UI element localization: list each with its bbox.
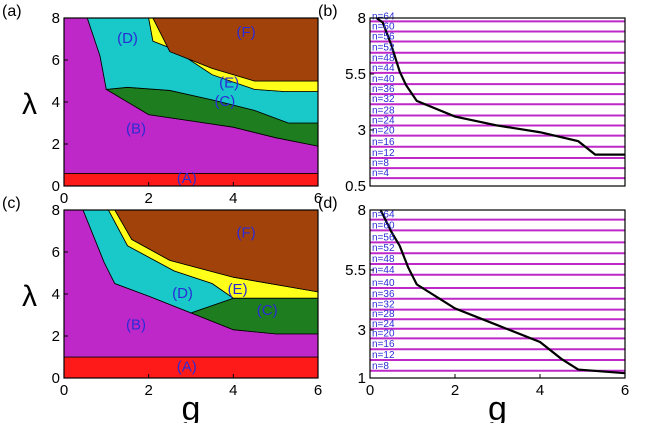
series-label: n=12	[372, 148, 395, 159]
series-label: n=52	[372, 43, 395, 54]
series-label: n=44	[372, 265, 395, 276]
series-label: n=4	[372, 168, 389, 179]
series-label: n=12	[372, 350, 395, 361]
series-label: n=20	[372, 126, 395, 137]
y-tick-label: 8	[358, 202, 366, 219]
y-tick-label: 8	[52, 202, 60, 219]
region-label: (C)	[257, 302, 278, 319]
region-label: (A)	[177, 170, 197, 187]
region-f	[114, 210, 318, 293]
series-label: n=36	[372, 289, 395, 300]
y-tick-label: 2	[52, 328, 60, 345]
panel-label: (a)	[2, 3, 22, 20]
series-label: n=40	[372, 278, 395, 289]
series-label: n=16	[372, 339, 395, 350]
x-tick-label: 0	[60, 190, 68, 207]
region-label: (B)	[126, 121, 146, 138]
x-tick-label: 4	[229, 382, 237, 399]
series-label: n=60	[372, 21, 395, 32]
panel-label: (c)	[2, 195, 21, 212]
y-tick-label: 8	[358, 10, 366, 27]
series-label: n=40	[372, 74, 395, 85]
x-tick-label: 2	[144, 382, 152, 399]
region-label: (E)	[219, 74, 239, 91]
y-axis-label: λ	[22, 88, 37, 121]
y-tick-label: 4	[52, 94, 60, 111]
x-tick-label: 0	[366, 382, 374, 399]
series-label: n=48	[372, 254, 395, 265]
x-axis-label: g	[182, 390, 201, 423]
panel-a: (A) (B) (C) (D) (E) (F) 0 2 4 6 0 2 4 6 8 (a) λ	[2, 3, 322, 207]
series-label: n=52	[372, 243, 395, 254]
region-label: (F)	[236, 224, 255, 241]
panel-c: (A) (B) (C) (D) (E) (F) 0 2 4 6 0 2 4 6 8 (c) λ g	[2, 195, 322, 423]
series-label: n=60	[372, 220, 395, 231]
y-tick-label: 6	[52, 52, 60, 69]
region-label: (B)	[126, 317, 146, 334]
x-tick-label: 6	[621, 382, 629, 399]
series-label: n=28	[372, 105, 395, 116]
x-axis-label: g	[488, 390, 507, 423]
y-tick-label: 8	[52, 10, 60, 27]
x-tick-label: 6	[314, 382, 322, 399]
y-tick-label: 3	[358, 122, 366, 139]
y-tick-label: 5.5	[345, 262, 366, 279]
region-label: (A)	[177, 359, 197, 376]
region-label: (D)	[117, 30, 138, 47]
plot-area	[64, 18, 318, 186]
y-tick-label: 2	[52, 136, 60, 153]
y-tick-label: 6	[52, 244, 60, 261]
x-tick-label: 0	[60, 382, 68, 399]
series-label: n=56	[372, 32, 395, 43]
series-label: n=32	[372, 94, 395, 105]
phase-boundary-line	[379, 210, 625, 375]
plot-area	[370, 18, 625, 180]
region-label: (C)	[214, 93, 235, 110]
x-tick-label: 2	[144, 190, 152, 207]
panel-d: n=8n=12n=16n=20n=24n=28n=32n=36n=40n=44n…	[318, 195, 629, 423]
series-label: n=64	[372, 11, 395, 22]
y-tick-label: 3	[358, 322, 366, 339]
series-label: n=8	[372, 361, 389, 372]
plot-frame	[369, 209, 626, 379]
series-label: n=44	[372, 63, 395, 74]
series-label: n=16	[372, 137, 395, 148]
series-label: n=24	[372, 116, 395, 127]
y-tick-label: 0.5	[345, 178, 366, 195]
x-tick-label: 4	[229, 190, 237, 207]
panel-label: (b)	[318, 3, 338, 20]
series-label: n=56	[372, 232, 395, 243]
series-label: n=64	[372, 210, 395, 221]
series-label: n=48	[372, 53, 395, 64]
x-tick-label: 4	[536, 382, 544, 399]
y-tick-label: 0	[52, 178, 60, 195]
x-tick-label: 6	[314, 190, 322, 207]
y-tick-label: 4	[52, 286, 60, 303]
plot-area	[370, 210, 625, 375]
y-axis-label: λ	[22, 280, 37, 313]
panel-b: n=4n=8n=12n=16n=20n=24n=28n=32n=36n=40n=…	[318, 3, 626, 195]
plot-area	[64, 210, 318, 378]
region-label: (F)	[236, 24, 255, 41]
panel-label: (d)	[318, 195, 338, 212]
y-tick-label: 0	[52, 370, 60, 387]
region-label: (D)	[172, 285, 193, 302]
series-label: n=20	[372, 328, 395, 339]
series-label: n=32	[372, 300, 395, 311]
x-tick-label: 2	[451, 382, 459, 399]
region-label: (E)	[228, 281, 248, 298]
series-label: n=24	[372, 319, 395, 330]
phase-boundary-line	[375, 18, 625, 156]
y-tick-label: 1	[358, 370, 366, 387]
plot-frame	[369, 17, 626, 187]
series-label: n=8	[372, 158, 389, 169]
series-label: n=36	[372, 84, 395, 95]
series-label: n=28	[372, 309, 395, 320]
y-tick-label: 5.5	[345, 66, 366, 83]
region-f	[152, 18, 318, 82]
